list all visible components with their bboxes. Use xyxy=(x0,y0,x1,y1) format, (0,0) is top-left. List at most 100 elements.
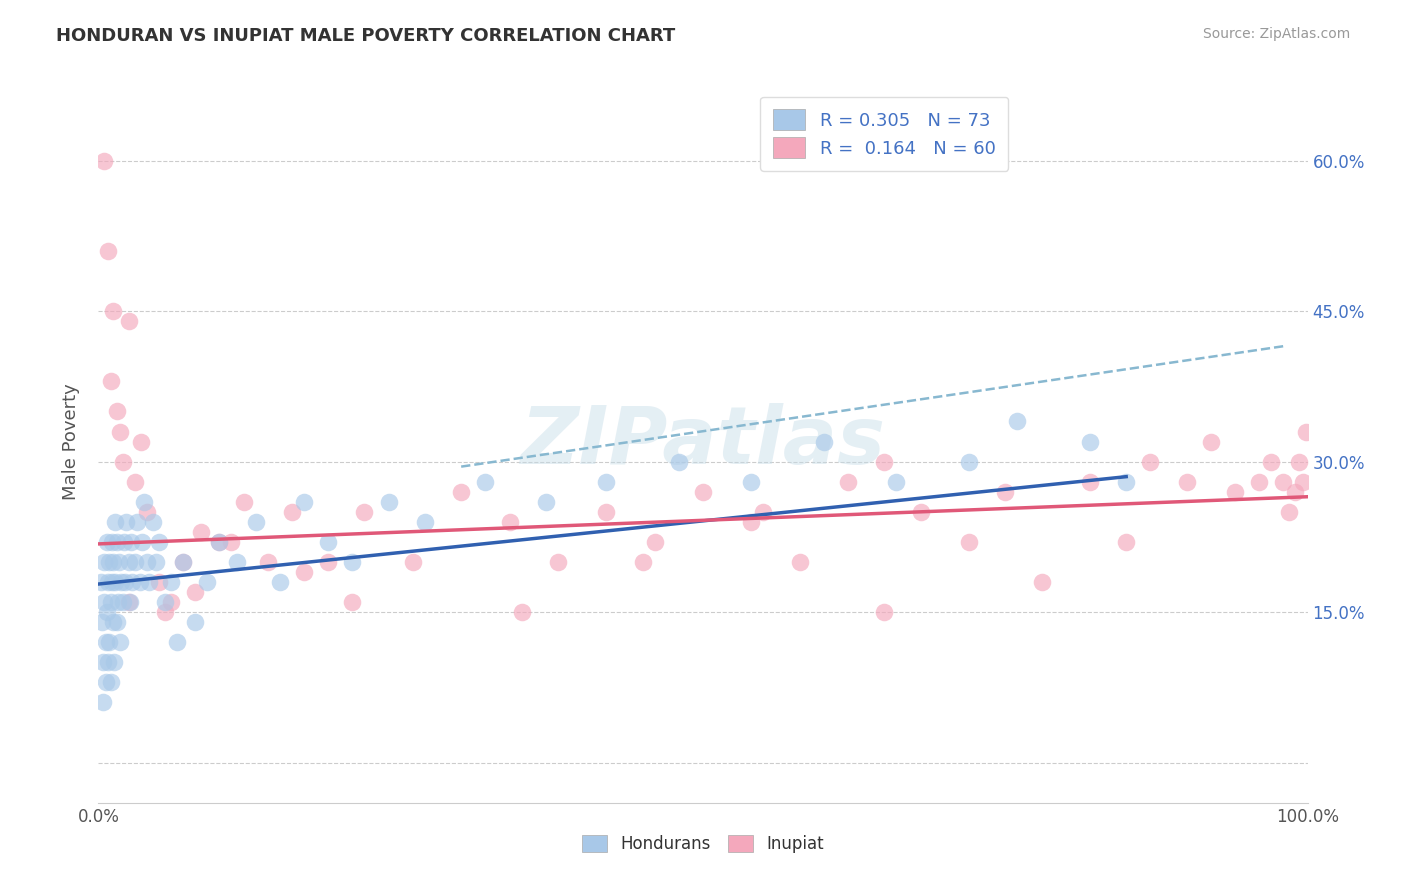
Point xyxy=(115,515,138,529)
Point xyxy=(166,635,188,649)
Point xyxy=(510,605,533,619)
Point xyxy=(281,505,304,519)
Point xyxy=(118,595,141,609)
Point xyxy=(256,555,278,569)
Point xyxy=(105,404,128,418)
Point xyxy=(208,535,231,549)
Point xyxy=(245,515,267,529)
Point xyxy=(498,515,520,529)
Point xyxy=(1284,484,1306,499)
Point xyxy=(108,635,131,649)
Point xyxy=(1078,434,1101,449)
Point xyxy=(1260,455,1282,469)
Point xyxy=(91,615,114,630)
Point xyxy=(148,575,170,590)
Point xyxy=(108,425,131,439)
Point xyxy=(112,535,135,549)
Point xyxy=(873,605,896,619)
Point xyxy=(269,575,291,590)
Point xyxy=(1078,475,1101,489)
Point xyxy=(124,475,146,489)
Point xyxy=(98,555,121,569)
Point xyxy=(111,595,134,609)
Y-axis label: Male Poverty: Male Poverty xyxy=(62,384,80,500)
Point xyxy=(184,615,207,630)
Point xyxy=(110,575,132,590)
Point xyxy=(91,696,114,710)
Point xyxy=(1292,475,1315,489)
Point xyxy=(101,304,124,318)
Point xyxy=(692,484,714,499)
Point xyxy=(316,555,339,569)
Point xyxy=(103,655,125,669)
Legend: Hondurans, Inupiat: Hondurans, Inupiat xyxy=(575,828,831,860)
Point xyxy=(124,555,146,569)
Point xyxy=(118,314,141,328)
Point xyxy=(145,555,167,569)
Point xyxy=(910,505,932,519)
Point xyxy=(101,555,124,569)
Point xyxy=(316,535,339,549)
Point xyxy=(93,555,115,569)
Point xyxy=(644,535,666,549)
Point xyxy=(994,484,1017,499)
Point xyxy=(353,505,375,519)
Point xyxy=(547,555,569,569)
Point xyxy=(107,595,129,609)
Point xyxy=(1007,414,1029,429)
Point xyxy=(127,515,149,529)
Text: Source: ZipAtlas.com: Source: ZipAtlas.com xyxy=(1202,27,1350,41)
Point xyxy=(413,515,436,529)
Point xyxy=(190,524,212,539)
Point xyxy=(91,655,114,669)
Point xyxy=(118,555,141,569)
Point xyxy=(96,535,118,549)
Point xyxy=(342,555,364,569)
Point xyxy=(100,675,122,690)
Text: ZIPatlas: ZIPatlas xyxy=(520,402,886,481)
Point xyxy=(195,575,218,590)
Point xyxy=(100,535,122,549)
Point xyxy=(93,153,115,168)
Point xyxy=(97,575,120,590)
Point xyxy=(135,555,157,569)
Point xyxy=(160,575,183,590)
Point xyxy=(1115,475,1137,489)
Point xyxy=(172,555,194,569)
Point xyxy=(837,475,859,489)
Point xyxy=(402,555,425,569)
Point xyxy=(813,434,835,449)
Point xyxy=(97,655,120,669)
Point xyxy=(172,555,194,569)
Point xyxy=(97,244,120,258)
Point xyxy=(94,635,117,649)
Point xyxy=(873,455,896,469)
Point xyxy=(1199,434,1222,449)
Point xyxy=(631,555,654,569)
Point xyxy=(474,475,496,489)
Point xyxy=(1278,505,1301,519)
Point xyxy=(1272,475,1295,489)
Point xyxy=(100,595,122,609)
Point xyxy=(886,475,908,489)
Point xyxy=(98,635,121,649)
Point xyxy=(105,535,128,549)
Point xyxy=(148,535,170,549)
Point xyxy=(342,595,364,609)
Point xyxy=(96,605,118,619)
Point xyxy=(93,595,115,609)
Point xyxy=(114,575,136,590)
Point xyxy=(100,375,122,389)
Point xyxy=(128,575,150,590)
Point xyxy=(1295,425,1317,439)
Point xyxy=(90,575,112,590)
Point xyxy=(160,595,183,609)
Point xyxy=(740,475,762,489)
Point xyxy=(1115,535,1137,549)
Point xyxy=(184,585,207,599)
Point xyxy=(450,484,472,499)
Point xyxy=(1288,455,1310,469)
Point xyxy=(1031,575,1053,590)
Point xyxy=(121,575,143,590)
Point xyxy=(94,675,117,690)
